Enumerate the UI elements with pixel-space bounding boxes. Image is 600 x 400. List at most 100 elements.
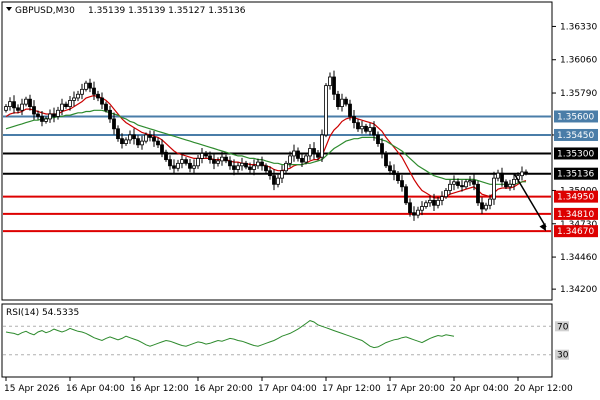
candle-body xyxy=(300,157,304,163)
candle xyxy=(504,179,508,189)
candle xyxy=(376,131,380,147)
candle-body xyxy=(444,190,448,198)
candle xyxy=(428,195,432,207)
candle-body xyxy=(164,151,168,161)
candle-body xyxy=(116,128,120,140)
price-tag: 1.35450 xyxy=(554,128,598,141)
moving-average-line-1 xyxy=(5,109,526,185)
candle-body xyxy=(428,199,432,204)
candle xyxy=(388,161,392,175)
candle-body xyxy=(72,97,76,101)
candle-body xyxy=(324,85,328,136)
candle xyxy=(432,193,436,212)
candle xyxy=(120,133,124,149)
candle-body xyxy=(408,202,412,214)
price-tag: 1.34810 xyxy=(554,207,598,220)
candle xyxy=(348,99,352,121)
candle-body xyxy=(68,100,72,108)
candle xyxy=(404,184,408,206)
levels-layer xyxy=(3,115,551,233)
candle xyxy=(60,98,64,116)
candle xyxy=(380,138,384,159)
candle-body xyxy=(176,162,180,169)
candle xyxy=(148,130,152,142)
candle-body xyxy=(400,180,404,188)
candle-body xyxy=(172,165,176,169)
candle xyxy=(476,180,480,206)
rsi-level-box xyxy=(555,349,569,360)
candle xyxy=(136,135,140,148)
rsi-level-label: 30 xyxy=(557,351,569,361)
candle xyxy=(48,109,52,123)
candle-body xyxy=(260,161,264,167)
price-panel-content xyxy=(3,70,551,233)
candle xyxy=(156,137,160,148)
candle-body xyxy=(56,109,60,117)
candle xyxy=(364,123,368,134)
price-tags-layer: 1.35600 1.35450 1.35300 1.35136 1.34950 1.348… xyxy=(554,110,598,238)
candle-body xyxy=(312,148,316,154)
candle-body xyxy=(436,199,440,206)
time-tick-label: 16 Apr 12:00 xyxy=(130,384,189,394)
dropdown-triangle-icon[interactable] xyxy=(6,7,12,11)
candle-body xyxy=(280,170,284,179)
price-panel: GBPUSD,M30 1.35139 1.35139 1.35127 1.351… xyxy=(1,1,553,301)
candle-body xyxy=(40,116,44,122)
candle-body xyxy=(388,165,392,172)
candle xyxy=(188,158,192,173)
candle xyxy=(176,159,180,172)
candle xyxy=(104,101,108,113)
candle xyxy=(216,157,220,167)
candle xyxy=(492,171,496,205)
candle-body xyxy=(32,106,36,115)
candle xyxy=(324,83,328,138)
candle xyxy=(396,170,400,184)
candle xyxy=(400,175,404,192)
rsi-level-label: 70 xyxy=(557,322,569,332)
candle-body xyxy=(320,134,324,158)
rsi-label: RSI(14) 54.5335 xyxy=(6,308,79,318)
price-tag-label: 1.35300 xyxy=(557,149,594,159)
candle-body xyxy=(252,165,256,170)
candle-body xyxy=(460,185,464,188)
candle-body xyxy=(64,103,68,107)
candle xyxy=(264,163,268,173)
candle xyxy=(444,188,448,199)
candle-body xyxy=(344,98,348,105)
candle-body xyxy=(36,113,40,117)
candle-body xyxy=(368,127,372,132)
candle-body xyxy=(480,202,484,210)
rsi-panel-frame xyxy=(1,303,553,378)
candle-body xyxy=(520,171,524,177)
candle-body xyxy=(52,113,56,117)
candle xyxy=(72,91,76,107)
candle-body xyxy=(8,101,12,107)
candle-body xyxy=(128,134,132,141)
candle xyxy=(488,194,492,210)
candle xyxy=(304,153,308,165)
candle xyxy=(448,179,452,195)
candle-body xyxy=(208,155,212,161)
price-tag-label: 1.35600 xyxy=(557,112,594,122)
candle xyxy=(464,179,468,189)
candle xyxy=(76,90,80,102)
candle xyxy=(144,132,148,144)
time-tick-label: 17 Apr 04:00 xyxy=(258,384,317,394)
candle-body xyxy=(288,155,292,164)
candle-body xyxy=(236,165,240,170)
candle xyxy=(360,120,364,134)
candle-body xyxy=(448,183,452,191)
candle xyxy=(300,152,304,167)
candle xyxy=(96,90,100,102)
candle xyxy=(24,96,28,107)
candle-body xyxy=(88,82,92,89)
candle xyxy=(272,169,276,191)
candle-body xyxy=(4,106,8,111)
symbol-label: GBPUSD,M30 xyxy=(15,6,75,16)
candle-body xyxy=(376,134,380,144)
candle-body xyxy=(452,181,456,185)
candle xyxy=(296,147,300,162)
candle xyxy=(248,162,252,174)
candle xyxy=(260,156,264,171)
candle-body xyxy=(104,103,108,111)
